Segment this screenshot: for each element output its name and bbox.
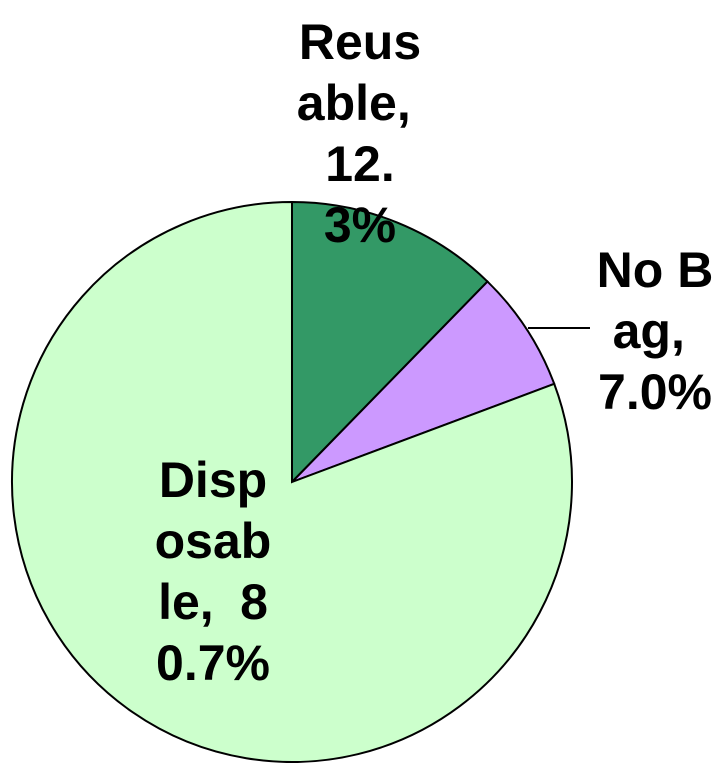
- data-label: Disposable 80.7%: [149, 450, 277, 694]
- data-label: Reusable 12.3%: [296, 12, 424, 256]
- data-label: No Bag 7.0%: [595, 240, 715, 423]
- pie-slice: [11, 200, 573, 763]
- category-name: No Bag: [597, 242, 714, 359]
- pie-slice: [291, 280, 556, 483]
- category-name: Disposable: [155, 452, 272, 630]
- value-label: 7.0%: [598, 364, 712, 420]
- value-label: 80.7%: [156, 574, 270, 691]
- pie-slice: [291, 200, 489, 485]
- value-label: 12.3%: [323, 136, 397, 253]
- category-name: Reusable: [297, 14, 421, 131]
